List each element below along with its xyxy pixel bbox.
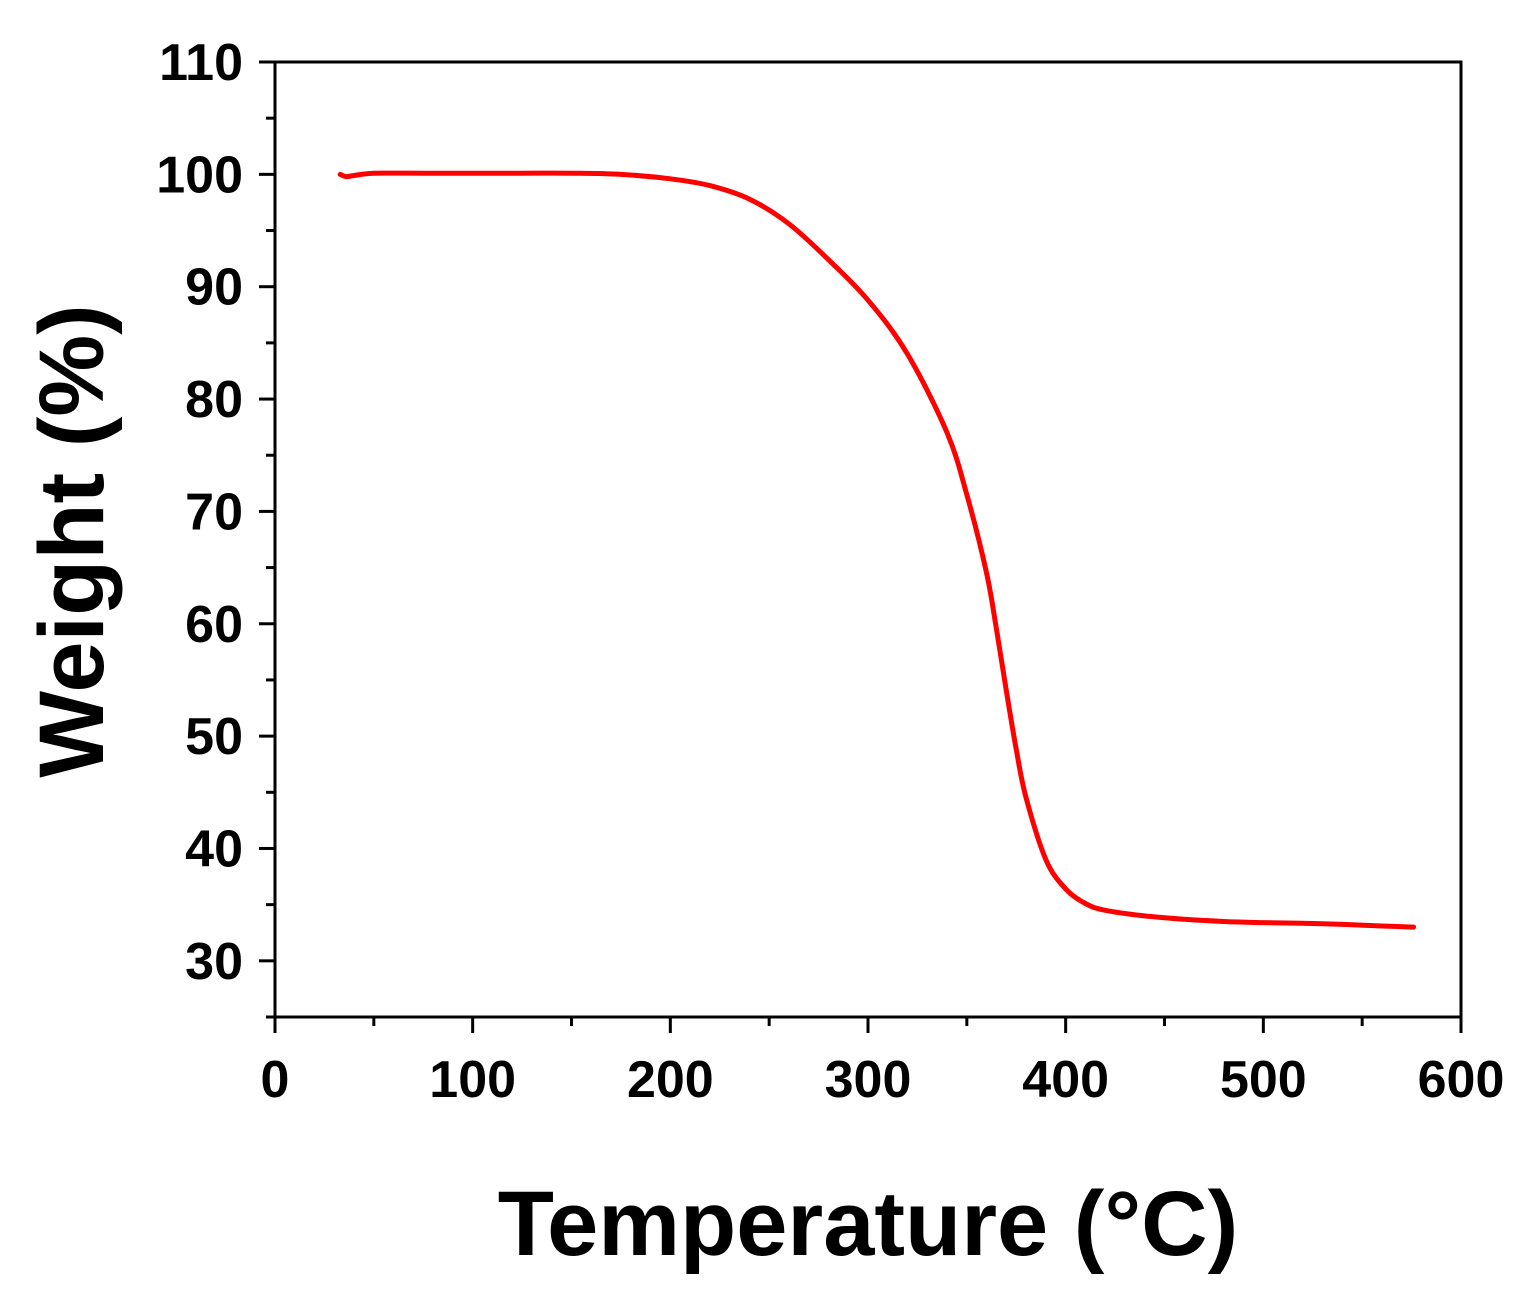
plot-frame: [273, 60, 1463, 1019]
y-tick-label: 30: [185, 933, 243, 991]
y-tick-label: 90: [185, 259, 243, 317]
y-axis-title: Weight (%): [21, 304, 123, 778]
y-tick-label: 40: [185, 820, 243, 878]
x-axis-title: Temperature (°C): [498, 1173, 1239, 1275]
y-tick-label: 70: [185, 483, 243, 541]
y-axis-ticks: 30 40 50 60 70 80 90 100 110: [156, 34, 275, 1019]
x-tick-label: 600: [1418, 1051, 1505, 1109]
y-tick-label: 80: [185, 371, 243, 429]
x-tick-label: 200: [627, 1051, 714, 1109]
x-tick-label: 0: [261, 1051, 290, 1109]
y-tick-label: 60: [185, 596, 243, 654]
x-tick-label: 300: [825, 1051, 912, 1109]
x-tick-label: 400: [1022, 1051, 1109, 1109]
x-tick-label: 100: [429, 1051, 516, 1109]
y-tick-label: 110: [159, 34, 243, 92]
y-tick-label: 100: [156, 146, 243, 204]
x-axis-ticks: 0 100 200 300 400 500 600: [261, 1017, 1505, 1109]
series-group: [337, 170, 1417, 930]
weight-loss-curve: [337, 170, 1417, 930]
y-tick-label: 50: [185, 708, 243, 766]
x-tick-label: 500: [1220, 1051, 1307, 1109]
